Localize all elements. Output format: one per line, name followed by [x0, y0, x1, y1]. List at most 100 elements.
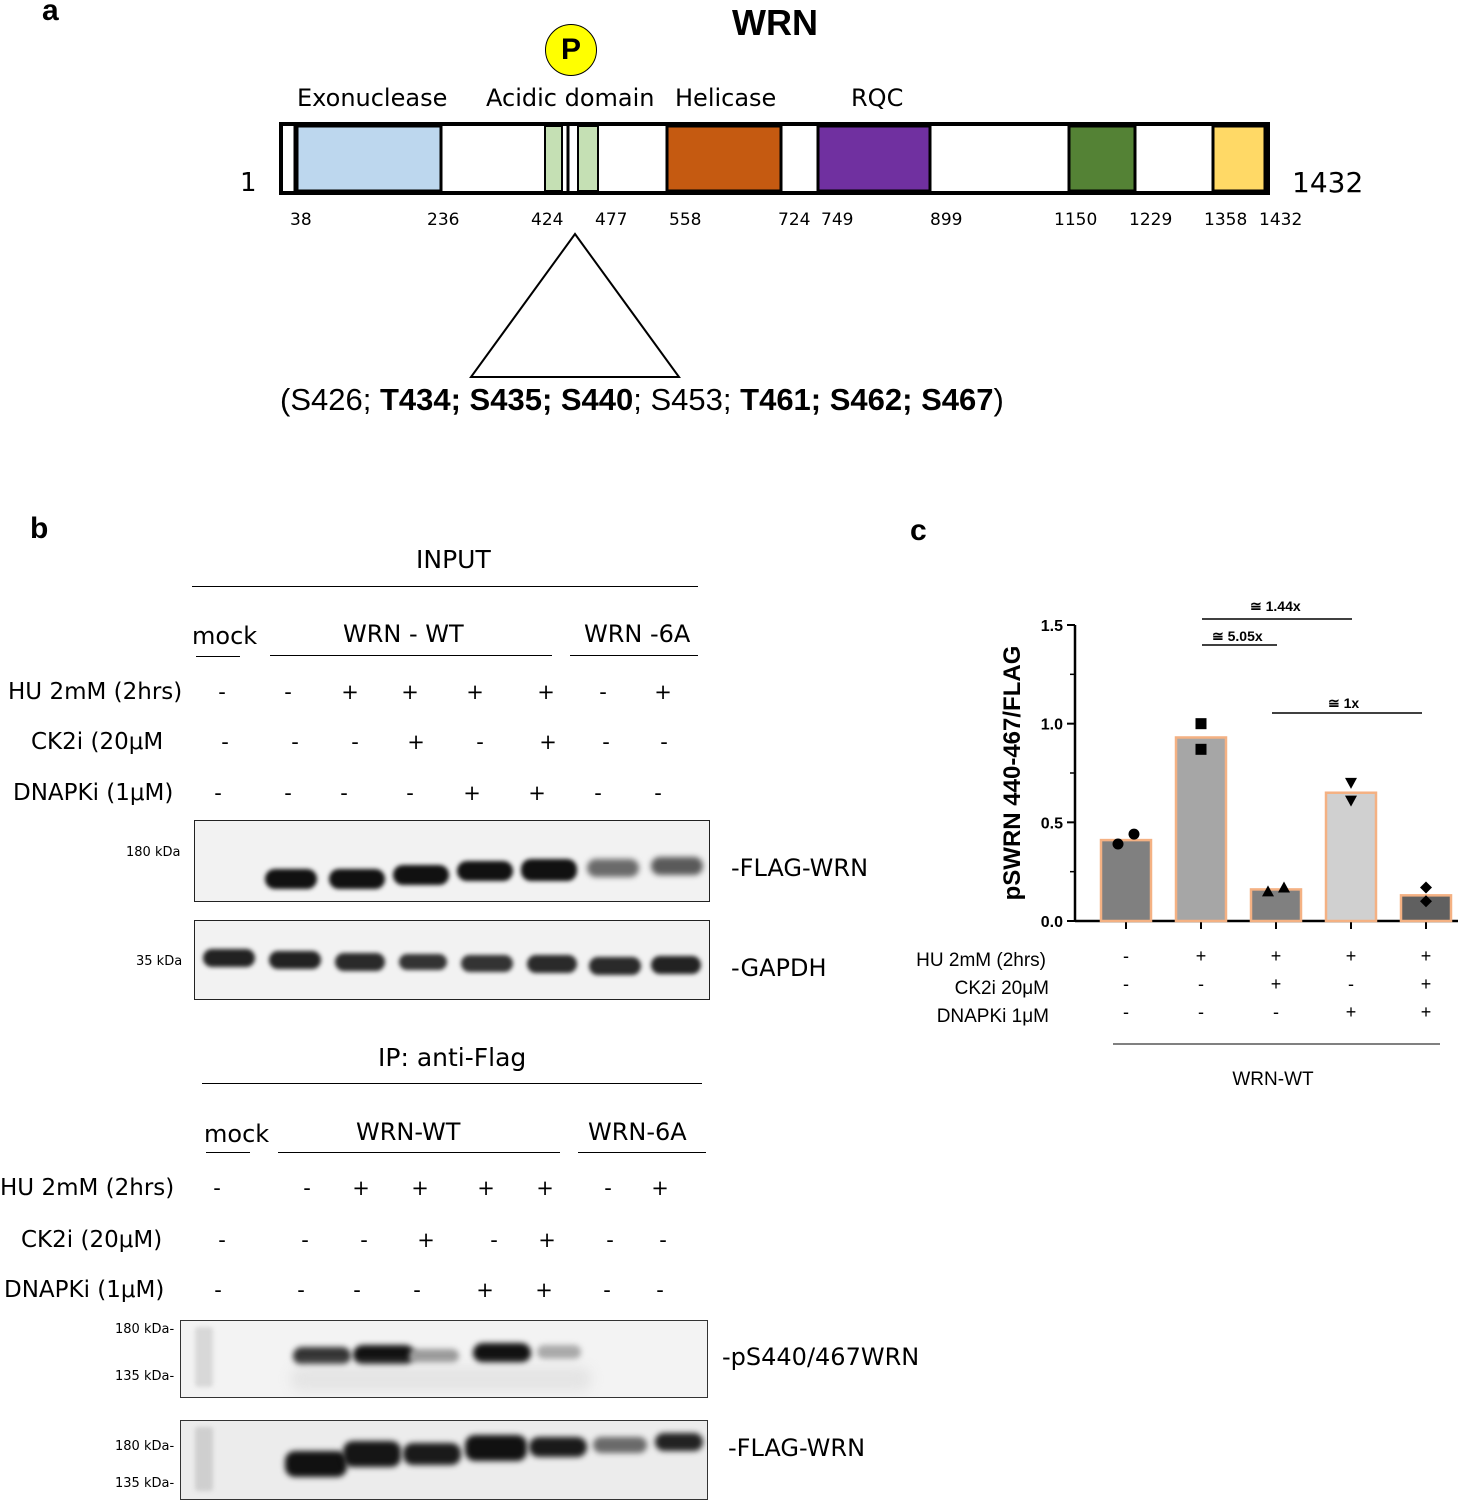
band: [461, 955, 513, 972]
data-point-5-2: [1420, 881, 1432, 894]
band: [343, 1441, 401, 1467]
data-point-4-2: [1345, 777, 1357, 789]
input-tick-r0-c7: +: [654, 680, 672, 704]
input-group-6a: WRN -6A: [584, 620, 691, 648]
input-tick-r1-c4: -: [476, 730, 484, 754]
phospho-sites: (S426; T434; S435; S440; S453; T461; S46…: [280, 382, 1004, 418]
pos-477: 477: [595, 210, 628, 230]
ip-tick-r2-c5: +: [535, 1278, 553, 1302]
input-tick-r1-c1: -: [291, 730, 299, 754]
band: [457, 861, 513, 881]
ip-group-6a: WRN-6A: [588, 1118, 687, 1146]
input-tick-r0-c1: -: [284, 680, 292, 704]
input-cond-hu: HU 2mM (2hrs): [8, 679, 183, 705]
ip-tick-r2-c4: +: [476, 1278, 494, 1302]
pos-899: 899: [930, 210, 963, 230]
input-label-gapdh: -GAPDH: [731, 954, 827, 982]
input-group-wt: WRN - WT: [343, 620, 464, 648]
ip-tick-r0-c1: -: [303, 1176, 311, 1200]
annotation-label-1: ≅ 1.44x: [1250, 598, 1301, 614]
condition-value-r1-c2: +: [1271, 974, 1282, 994]
input-tick-r2-c2: -: [340, 781, 348, 805]
input-tick-r1-c3: +: [407, 730, 425, 754]
hrdc-domain: [1067, 124, 1137, 193]
input-gapdh-blot: [194, 920, 710, 1000]
condition-value-r2-c0: -: [1123, 1002, 1129, 1022]
data-point-2-2: [1195, 718, 1207, 730]
protein-title: WRN: [732, 2, 818, 43]
input-tick-r0-c0: -: [218, 680, 226, 704]
input-tick-r2-c7: -: [654, 781, 662, 805]
bar-chart: 0.0 0.5 1.0 1.5 pSWRN 440-467/FLAG ≅ 1.44x ≅ 5…: [916, 598, 1458, 1090]
ip-cond-hu: HU 2mM (2hrs): [0, 1175, 175, 1201]
input-tick-r1-c5: +: [539, 730, 557, 754]
ip-group-mock: mock: [204, 1120, 270, 1148]
input-tick-r0-c4: +: [466, 680, 484, 704]
condition-label-3: DNAPKi 1μM: [937, 1006, 1049, 1027]
annotation-label-3: ≅ 1x: [1328, 695, 1359, 711]
domain-label-exonuclease: Exonuclease: [297, 84, 448, 112]
condition-value-r2-c2: -: [1273, 1002, 1279, 1022]
ip-tick-r1-c1: -: [301, 1228, 309, 1252]
ip-tick-r1-c3: +: [417, 1228, 435, 1252]
input-tick-r2-c5: +: [528, 781, 546, 805]
bar-2: [1174, 736, 1228, 923]
ip-cond-dnapki: DNAPKi (1μM): [4, 1277, 165, 1303]
band: [329, 869, 385, 889]
y-tick-label: 1.5: [1041, 618, 1063, 635]
ip-ps440-blot: [180, 1320, 708, 1398]
ip-tick-r1-c2: -: [360, 1228, 368, 1252]
band: [293, 1347, 351, 1365]
condition-value-r1-c1: -: [1198, 974, 1204, 994]
phospho-badge: P: [545, 24, 597, 76]
data-point-2-1: [1195, 743, 1207, 755]
ip-tick-r2-c0: -: [214, 1278, 222, 1302]
band: [335, 953, 385, 971]
sites-bold-1: T434; S435; S440: [379, 382, 634, 417]
data-point-3-2: [1278, 881, 1290, 893]
pos-38: 38: [290, 210, 312, 230]
pos-749: 749: [821, 210, 854, 230]
ip-group-wt: WRN-WT: [356, 1118, 461, 1146]
input-marker-180: 180 kDa: [126, 845, 181, 860]
pos-1358: 1358: [1204, 210, 1248, 230]
ip-tick-r1-c0: -: [218, 1228, 226, 1252]
input-label-flag-wrn: -FLAG-WRN: [731, 854, 869, 882]
exonuclease-domain: [295, 124, 443, 193]
ip2-marker-180: 180 kDa-: [115, 1439, 175, 1454]
band: [409, 1349, 459, 1363]
input-tick-r1-c2: -: [351, 730, 359, 754]
ip-flag-wrn-blot: [180, 1420, 708, 1500]
band: [651, 956, 701, 974]
ip-tick-r2-c7: -: [656, 1278, 664, 1302]
condition-value-r2-c1: -: [1198, 1002, 1204, 1022]
ip-tick-r0-c7: +: [651, 1176, 669, 1200]
ip-tick-r0-c4: +: [477, 1176, 495, 1200]
bar-4: [1324, 791, 1378, 923]
band: [655, 1433, 703, 1451]
site-s453: ; S453;: [633, 382, 741, 417]
band: [529, 1437, 587, 1457]
ip-tick-r0-c2: +: [352, 1176, 370, 1200]
sites-open: (: [280, 382, 291, 417]
band: [589, 957, 641, 975]
input-tick-r1-c7: -: [660, 730, 668, 754]
condition-value-r2-c3: +: [1346, 1002, 1357, 1022]
band: [537, 1345, 581, 1359]
sequence-start: 1: [240, 168, 257, 198]
data-point-1-1: [1112, 838, 1124, 850]
band: [285, 1451, 347, 1477]
band: [587, 859, 639, 877]
input-tick-r0-c3: +: [401, 680, 419, 704]
pos-1229: 1229: [1129, 210, 1173, 230]
condition-label-1: HU 2mM (2hrs): [916, 950, 1046, 971]
ip-tick-r0-c3: +: [411, 1176, 429, 1200]
data-point-3-1: [1262, 885, 1274, 897]
panel-c-letter: c: [910, 514, 927, 547]
ip-tick-r2-c2: -: [353, 1278, 361, 1302]
ip-label-flag-wrn: -FLAG-WRN: [728, 1434, 866, 1462]
input-cond-dnapki: DNAPKi (1μM): [13, 780, 174, 806]
pos-1432: 1432: [1259, 210, 1303, 230]
band: [203, 949, 255, 967]
pos-558: 558: [669, 210, 702, 230]
